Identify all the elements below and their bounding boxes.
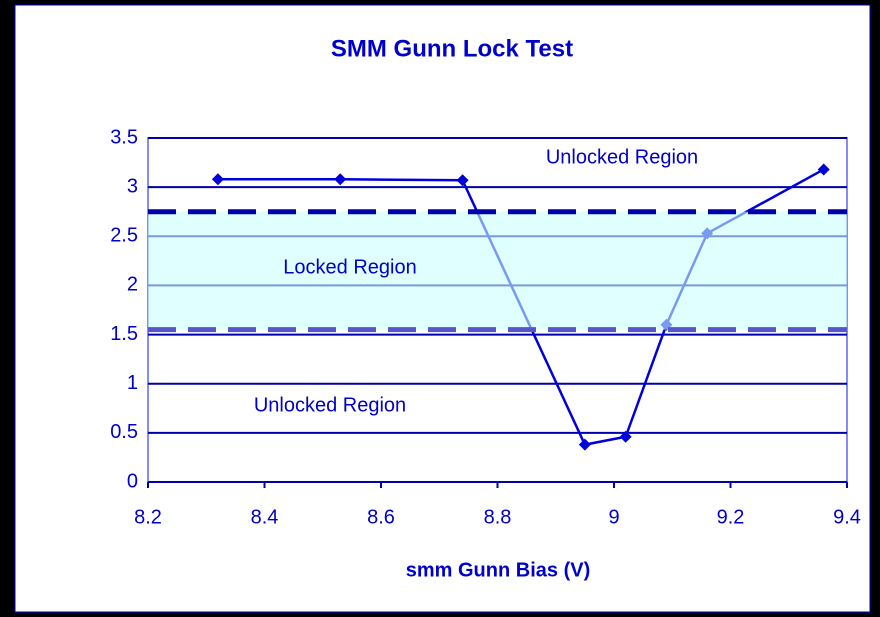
x-axis-label: smm Gunn Bias (V) [406, 559, 590, 581]
y-tick-label: 0.5 [110, 421, 138, 443]
x-tick-label: 8.6 [367, 506, 395, 528]
y-tick-label: 1 [127, 372, 138, 394]
marker [211, 173, 224, 186]
y-tick-label: 0 [127, 470, 138, 492]
marker [578, 438, 591, 451]
annotation: Locked Region [283, 256, 416, 278]
y-tick-label: 3.5 [110, 126, 138, 148]
locked-band [148, 211, 847, 330]
marker [456, 174, 469, 187]
y-tick-label: 2.5 [110, 225, 138, 247]
annotation: Unlocked Region [254, 394, 406, 416]
chart-title: SMM Gunn Lock Test [331, 35, 573, 62]
y-tick-label: 2 [127, 274, 138, 296]
marker [817, 163, 830, 176]
y-tick-label: 3 [127, 175, 138, 197]
x-tick-label: 8.4 [251, 506, 279, 528]
x-tick-label: 8.2 [134, 506, 162, 528]
annotation: Unlocked Region [546, 146, 698, 168]
marker [334, 173, 347, 186]
marker [619, 430, 632, 443]
x-tick-label: 9 [608, 506, 619, 528]
x-tick-label: 9.2 [717, 506, 745, 528]
x-tick-label: 8.8 [484, 506, 512, 528]
y-tick-label: 1.5 [110, 323, 138, 345]
x-tick-label: 9.4 [833, 506, 861, 528]
